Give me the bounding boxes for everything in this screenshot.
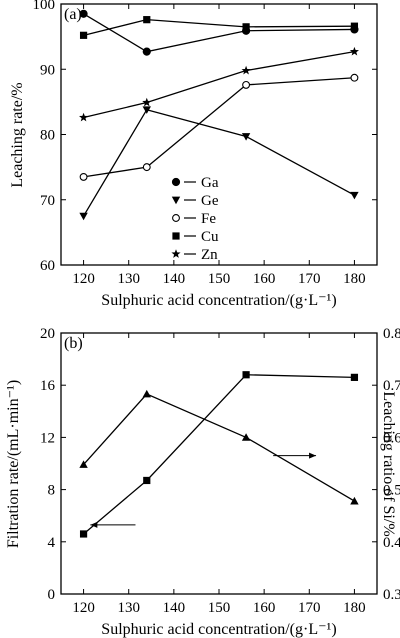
panel-b-y2-tick-label: 0.7 (383, 378, 400, 394)
panel-b-y2-tick-label: 0.5 (383, 483, 400, 499)
panel-a-zn-point (349, 46, 359, 56)
panel-a-ga-line (83, 13, 355, 53)
panel-b-x-tick-label: 150 (208, 600, 231, 616)
legend-ge-label: Ge (201, 193, 219, 209)
panel-a-fe-point (242, 80, 251, 89)
panel-b-series-1-line (83, 374, 355, 535)
panel-a-ge-line (83, 108, 355, 217)
panel-a-label: (a) (64, 6, 82, 23)
panel-a-x-tick-label: 120 (72, 271, 95, 287)
panel-a-zn-point (79, 112, 89, 122)
panel-a-ge-point (241, 133, 251, 141)
panel-b-series-2-point (241, 433, 251, 441)
panel-b-axes: 120 130 140 150 160 170 180 0 4 8 12 16 20 0.3 0.4 0.5 0… (40, 326, 400, 616)
panel-b-y2-tick-label: 0.8 (383, 326, 400, 342)
panel-a-cu-point (242, 23, 250, 31)
panel-b-x-tick-label: 140 (163, 600, 186, 616)
panel-b-series-1-point (242, 371, 250, 379)
panel-a-fe-point (79, 172, 88, 181)
panel-a-y-tick-label: 80 (40, 128, 55, 144)
panel-a-cu-point (143, 16, 151, 24)
panel-b-label: (b) (64, 335, 83, 352)
panel-b: (b) 120 130 140 150 160 170 180 0 4 8 12 16 20 0.3 0.4… (5, 326, 400, 638)
panel-b-y-tick-label: 12 (40, 430, 55, 446)
panel-a-y-tick-label: 70 (40, 193, 55, 209)
panel-b-y-tick-label: 16 (40, 378, 56, 394)
panel-b-y-axis-title: Filtration rate/(mL·min⁻¹) (5, 380, 22, 548)
panel-b-y2-tick-label: 0.3 (383, 587, 400, 603)
legend-cu-marker (172, 232, 180, 240)
panel-a-zn-point (142, 97, 152, 107)
panel-b-series (79, 371, 359, 538)
legend-fe-marker (172, 214, 180, 222)
panel-a-cu-point (79, 31, 88, 39)
panel-b-y-tick-label: 0 (48, 587, 56, 603)
panel-a-y-tick-label: 100 (33, 0, 56, 13)
panel-b-x-tick-label: 130 (117, 600, 140, 616)
panel-b-x-tick-label: 180 (343, 600, 366, 616)
panel-b-x-axis-title: Sulphuric acid concentration/(g·L⁻¹) (101, 621, 336, 638)
panel-a-x-axis-title: Sulphuric acid concentration/(g·L⁻¹) (101, 292, 336, 309)
panel-b-y-tick-label: 20 (40, 326, 55, 342)
panel-a-ge-point (350, 191, 359, 200)
panel-a-cu-point (350, 22, 359, 30)
panel-a-x-tick-label: 130 (117, 271, 140, 287)
panel-a-series (79, 9, 359, 221)
panel-a-fe-point (350, 73, 359, 82)
legend-zn-marker (171, 249, 181, 258)
panel-a-zn-line (83, 50, 355, 119)
legend-zn-label: Zn (201, 247, 218, 263)
legend-cu-label: Cu (201, 229, 219, 245)
panel-b-series-2-point (142, 389, 151, 398)
panel-a-x-tick-label: 170 (298, 271, 321, 287)
panel-a-x-tick-label: 140 (163, 271, 186, 287)
panel-b-series-2-line (83, 393, 355, 502)
legend-ga-label: Ga (201, 175, 219, 191)
panel-b-y-tick-label: 8 (48, 483, 56, 499)
panel-b-plot-frame (60, 332, 378, 595)
right-axis-arrow-head (309, 452, 317, 459)
panel-b-series-2-point (79, 460, 88, 468)
panel-a-ga-point (79, 9, 88, 18)
panel-a-axes: 120 130 140 150 160 170 180 60 70 80 90 100 (33, 0, 377, 287)
legend-fe-label: Fe (201, 211, 216, 227)
panel-b-y2-tick-label: 0.4 (383, 535, 400, 551)
panel-b-y-tick-label: 4 (48, 535, 56, 551)
panel-a-cu-line (83, 19, 355, 36)
panel-b-axis-arrows (90, 452, 317, 528)
panel-a-plot-frame (60, 3, 378, 266)
panel-a-y-axis-title: Leaching rate/% (9, 82, 26, 187)
panel-a-zn-point (241, 65, 251, 75)
panel-b-x-tick-label: 120 (72, 600, 95, 616)
panel-a-x-tick-label: 180 (343, 271, 366, 287)
legend-ga-marker (171, 177, 181, 187)
panel-b-series-1-point (143, 476, 151, 485)
panel-a-ge-point (142, 106, 151, 114)
panel-b-x-tick-label: 160 (253, 600, 276, 616)
panel-b-series-1-point (79, 530, 88, 538)
panel-a-legend: Ga Ge Fe Cu Zn (171, 175, 219, 263)
legend-ge-marker (171, 196, 181, 205)
panel-a-x-tick-label: 160 (253, 271, 276, 287)
panel-a-ga-point (142, 47, 151, 56)
panel-a-ge-point (79, 212, 88, 221)
panel-b-series-1-point (350, 373, 359, 381)
panel-a-y-tick-label: 90 (40, 62, 55, 78)
panel-b-series-2-point (350, 496, 359, 505)
panel-b-y2-tick-label: 0.6 (383, 430, 400, 446)
panel-a-y-tick-label: 60 (40, 258, 55, 274)
left-axis-arrow-head (90, 521, 98, 528)
panel-b-y2-axis-title: Leaching ratio of Si/% (380, 391, 397, 536)
panel-a-fe-point (142, 163, 151, 172)
panel-a-x-tick-label: 150 (208, 271, 231, 287)
panel-a-fe-line (83, 77, 355, 178)
panel-b-x-tick-label: 170 (298, 600, 321, 616)
